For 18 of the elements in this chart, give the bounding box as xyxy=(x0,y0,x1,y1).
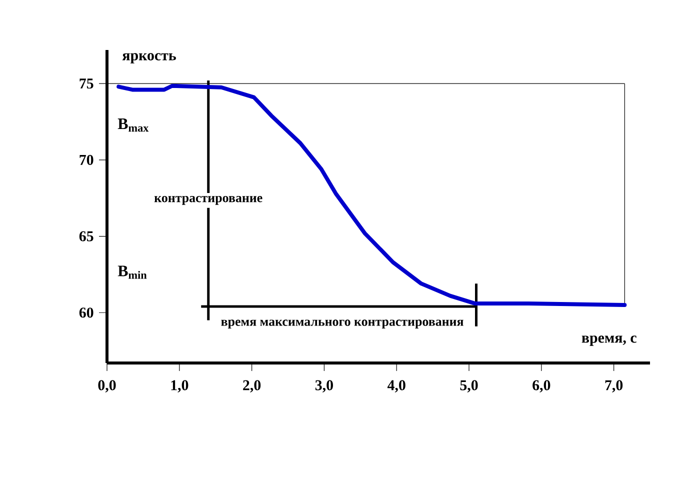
y-tick-label: 60 xyxy=(79,308,94,318)
x-tick-label: 7,0 xyxy=(605,380,623,392)
x-tick-label: 5,0 xyxy=(460,380,478,392)
x-axis-title: время, с xyxy=(582,336,636,346)
y-tick-label: 65 xyxy=(79,231,94,242)
x-tick-label: 2,0 xyxy=(243,380,261,392)
y-tick-label: 70 xyxy=(80,154,94,165)
x-tick-label: 6,0 xyxy=(532,380,550,392)
x-tick-label: 0,0 xyxy=(98,380,116,392)
ref-line-label: время максимального контрастирования xyxy=(221,320,464,329)
y-axis-title: яркость xyxy=(122,53,176,64)
x-tick-label: 3,0 xyxy=(315,380,333,392)
ref-line-label: контрастирование xyxy=(154,196,262,205)
annotation: B$_{max}$ xyxy=(118,118,149,132)
x-tick-label: 1,0 xyxy=(171,380,188,392)
y-tick-label: 75 xyxy=(80,78,94,89)
x-tick-label: 4,0 xyxy=(387,380,406,392)
annotation: B$_{min}$ xyxy=(118,266,147,279)
